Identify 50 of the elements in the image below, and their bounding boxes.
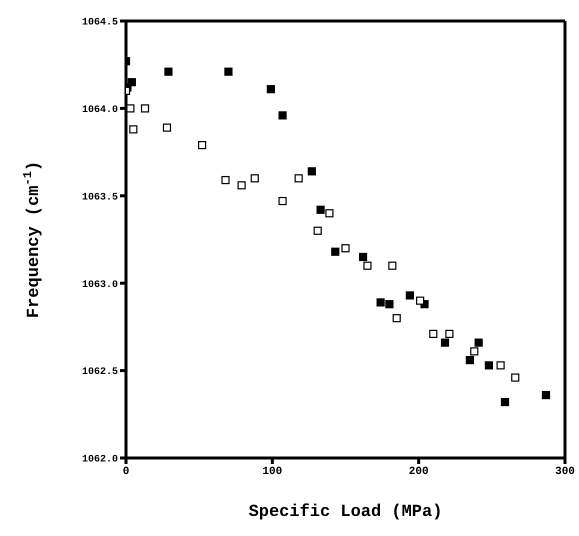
point [385,300,394,308]
point [221,176,230,184]
point [466,356,474,364]
point [162,124,172,132]
point [496,361,505,370]
point [278,111,287,120]
point [238,181,246,190]
point [140,104,150,112]
point [388,262,396,270]
point [440,338,450,347]
point [406,291,414,300]
point [164,68,173,76]
point [266,85,275,94]
point [511,373,520,382]
point [129,125,138,134]
y-tick-label: 1064.5 [82,18,118,29]
point [331,248,340,256]
x-axis-title: Specific Load (MPa) [248,503,442,522]
point [500,398,510,406]
point [363,262,372,270]
y-tick-label: 1062.0 [82,454,118,466]
x-tick-label: 0 [122,466,130,478]
x-tick-label: 300 [555,466,575,478]
point [294,174,303,182]
point [198,141,206,150]
point [416,296,424,305]
point [250,174,259,182]
point [542,390,550,400]
y-tick-label: 1064.0 [82,104,118,116]
point [376,298,385,307]
y-tick-label: 1063.0 [82,280,118,291]
point [224,68,233,76]
point [314,226,322,235]
point [445,330,454,338]
point [316,206,325,214]
y-tick-label: 1062.5 [82,367,118,378]
x-tick-label: 100 [262,466,282,478]
point [325,209,334,218]
point [308,167,316,176]
point [474,338,483,347]
point [341,244,350,252]
point [358,252,368,262]
x-tick-label: 200 [408,466,429,478]
point [429,330,438,338]
point [392,314,401,322]
point [128,78,136,86]
point [278,196,287,206]
point [470,347,478,356]
y-tick-label: 1063.5 [82,192,118,204]
point [484,361,494,370]
